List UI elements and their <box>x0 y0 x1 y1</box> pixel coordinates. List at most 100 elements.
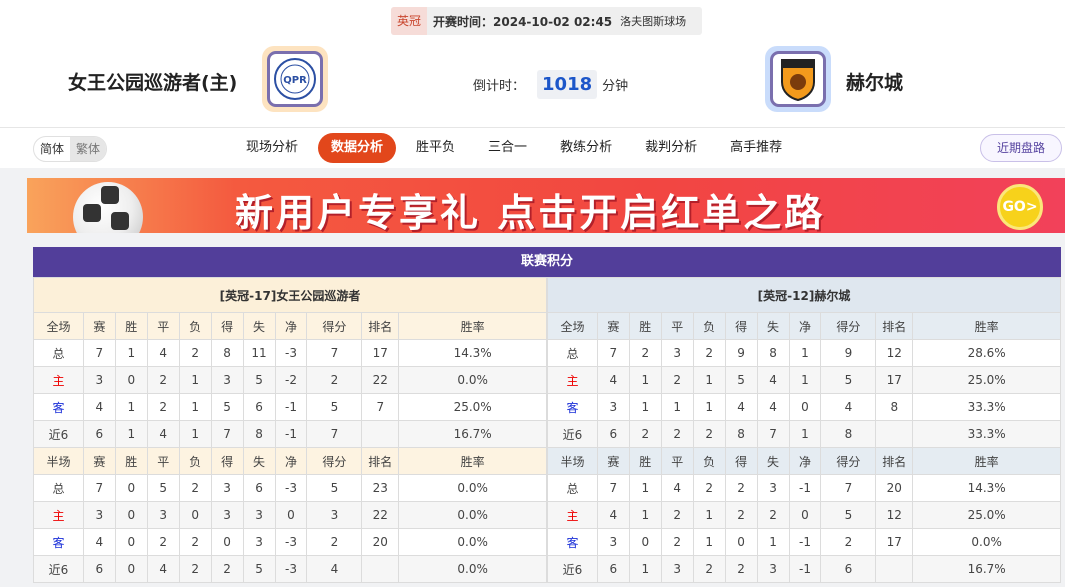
cell: 22 <box>361 366 400 394</box>
cell: -1 <box>788 474 822 502</box>
lang-simplified[interactable]: 简体 <box>40 142 65 156</box>
cell: 1 <box>756 528 790 556</box>
home-team-name[interactable]: 女王公园巡游者(主) <box>68 72 238 94</box>
cell: 2 <box>820 528 877 556</box>
cell: 2 <box>660 420 694 448</box>
cell: 5 <box>306 474 363 502</box>
row-label: 总 <box>547 474 598 502</box>
cell: 2 <box>628 339 662 367</box>
cell: 6 <box>82 555 116 583</box>
cell: 7 <box>210 420 244 448</box>
home-team-logo[interactable]: QPR <box>262 46 328 112</box>
cell: 6 <box>82 420 116 448</box>
recent-odds-button[interactable]: 近期盘路 <box>980 134 1062 162</box>
column-header: 排名 <box>361 447 400 475</box>
team-rank-title: [英冠-17]女王公园巡游者 <box>33 277 547 313</box>
cell: 5 <box>820 366 877 394</box>
league-badge[interactable]: 英冠 <box>391 7 428 35</box>
promo-banner[interactable]: 新用户专享礼 点击开启红单之路 GO> <box>27 178 1065 233</box>
cell: 2 <box>692 555 726 583</box>
cell: 25.0% <box>912 366 1061 394</box>
cell: 3 <box>660 555 694 583</box>
cell: 6 <box>596 555 630 583</box>
away-standings-table: [英冠-12]赫尔城 全场赛胜平负得失净得分 排名 胜率总 7 2 3 2 9 8 1 9 12 28.6… <box>547 277 1061 583</box>
column-header: 平 <box>660 312 694 340</box>
cell: 5 <box>242 555 276 583</box>
header-row: 半场赛胜平负得失净得分 排名 胜率 <box>547 447 1061 475</box>
away-team-name[interactable]: 赫尔城 <box>846 72 904 94</box>
column-header: 赛 <box>596 447 630 475</box>
table-row: 主 3 0 2 1 3 5 -2 2 22 0.0% <box>33 366 547 394</box>
cell: 12 <box>875 339 914 367</box>
cell: 2 <box>692 420 726 448</box>
lang-traditional[interactable]: 繁体 <box>70 137 107 161</box>
kickoff-time: 开赛时间：2024-10-02 02:45 <box>433 14 613 29</box>
cell: 5 <box>820 501 877 529</box>
column-header: 排名 <box>875 312 914 340</box>
cell <box>361 555 400 583</box>
nav-bar: 简体 繁体 现场分析 数据分析 胜平负 三合一 教练分析 裁判分析 高手推荐 近… <box>0 127 1065 168</box>
cell: 8 <box>820 420 877 448</box>
cell: 8 <box>210 339 244 367</box>
cell: 2 <box>178 474 212 502</box>
cell: 0 <box>724 528 758 556</box>
cell: 4 <box>146 420 180 448</box>
row-label: 客 <box>33 528 84 556</box>
row-label: 主 <box>33 366 84 394</box>
cell: -1 <box>274 393 308 421</box>
cell: 3 <box>82 366 116 394</box>
column-header: 胜 <box>628 447 662 475</box>
cell: -3 <box>274 555 308 583</box>
cell: 17 <box>361 339 400 367</box>
cell: 1 <box>628 474 662 502</box>
tab-live-analysis[interactable]: 现场分析 <box>246 140 299 155</box>
cell: 3 <box>306 501 363 529</box>
cell: 4 <box>82 393 116 421</box>
cell: 2 <box>146 393 180 421</box>
cell: 1 <box>114 393 148 421</box>
cell: 16.7% <box>912 555 1061 583</box>
cell: 5 <box>210 393 244 421</box>
away-team-logo[interactable] <box>765 46 831 112</box>
tab-expert-picks[interactable]: 高手推荐 <box>730 140 783 155</box>
cell: -3 <box>274 339 308 367</box>
cell: 3 <box>210 366 244 394</box>
tab-referee-analysis[interactable]: 裁判分析 <box>645 140 698 155</box>
tab-three-in-one[interactable]: 三合一 <box>488 140 528 155</box>
cell: 2 <box>210 555 244 583</box>
cell: -1 <box>274 420 308 448</box>
cell: 0 <box>114 474 148 502</box>
cell: 7 <box>82 474 116 502</box>
cell: -1 <box>788 528 822 556</box>
tab-1x2[interactable]: 胜平负 <box>416 140 456 155</box>
row-label: 近6 <box>547 420 598 448</box>
cell: 4 <box>596 501 630 529</box>
standings-title: 联赛积分 <box>33 247 1061 277</box>
cell: 1 <box>692 528 726 556</box>
cell: 9 <box>724 339 758 367</box>
row-label: 主 <box>33 501 84 529</box>
cell: -2 <box>274 366 308 394</box>
cell: 16.7% <box>398 420 547 448</box>
column-header: 得 <box>724 312 758 340</box>
cell: 5 <box>146 474 180 502</box>
row-label: 总 <box>547 339 598 367</box>
tab-coach-analysis[interactable]: 教练分析 <box>560 140 613 155</box>
cell: 0.0% <box>398 474 547 502</box>
go-coin-icon[interactable]: GO> <box>997 184 1043 230</box>
column-header: 得 <box>210 447 244 475</box>
cell: 4 <box>820 393 877 421</box>
cell: 4 <box>146 555 180 583</box>
cell: 0 <box>114 366 148 394</box>
tab-data-analysis[interactable]: 数据分析 <box>318 133 397 163</box>
cell: 7 <box>756 420 790 448</box>
column-header: 排名 <box>361 312 400 340</box>
column-header: 赛 <box>596 312 630 340</box>
column-header: 失 <box>242 447 276 475</box>
cell: 7 <box>82 339 116 367</box>
cell: 1 <box>692 366 726 394</box>
cell: 20 <box>875 474 914 502</box>
football-icon <box>73 182 143 233</box>
match-info: 英冠 开赛时间：2024-10-02 02:45 洛夫图斯球场 <box>391 7 702 35</box>
cell: 0 <box>274 501 308 529</box>
